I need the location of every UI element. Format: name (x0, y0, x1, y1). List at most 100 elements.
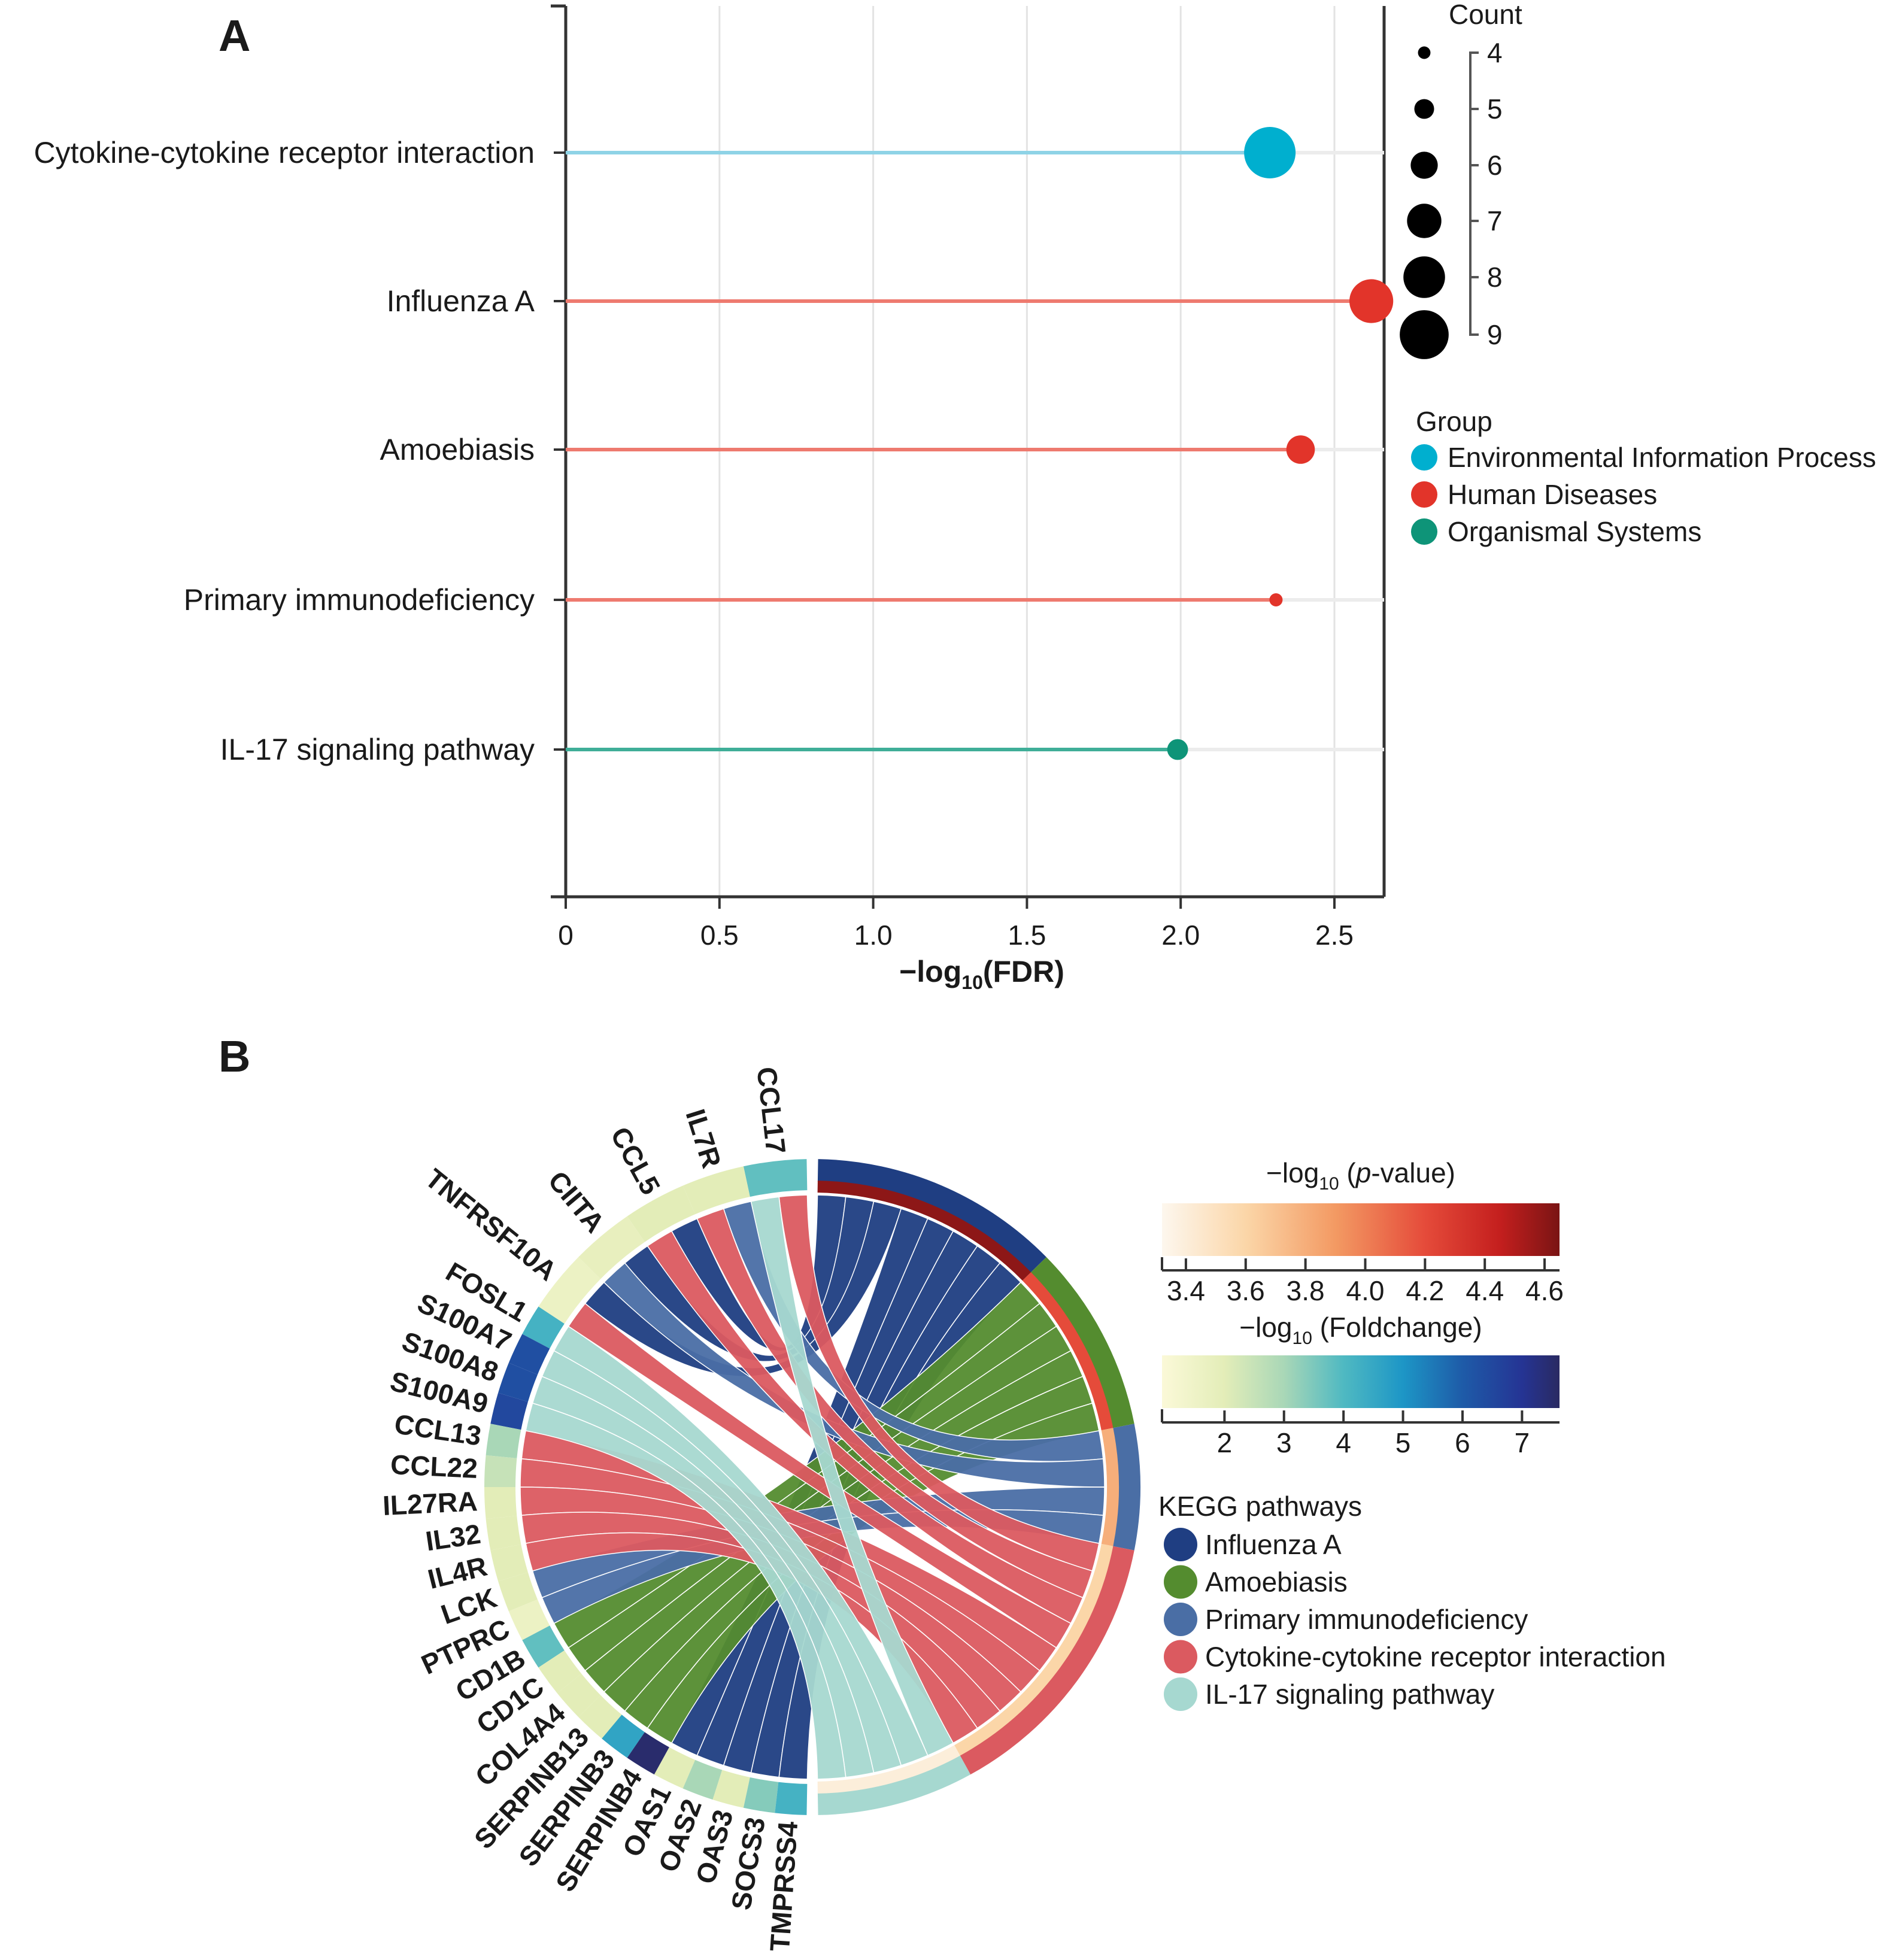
gene-segment (743, 1159, 808, 1197)
x-axis-title: −log10(FDR) (899, 955, 1064, 993)
lollipop-point (1167, 739, 1188, 760)
x-tick-label: 0 (558, 920, 574, 951)
foldchange-colorbar-label: 6 (1455, 1427, 1470, 1458)
x-title-subscript: 10 (961, 972, 983, 993)
kegg-legend-dot (1164, 1528, 1197, 1561)
count-legend-dot (1403, 256, 1445, 298)
chord-legends: 3.4 3.6 3.8 4.0 4.2 4.4 4.6−log10 (p-value)2 3 4… (1158, 1157, 1666, 1711)
count-legend-label: 8 (1487, 262, 1503, 293)
chord-ribbon (778, 1194, 1100, 1572)
gene-segment (508, 1334, 550, 1375)
pathway-segment (1112, 1424, 1140, 1551)
pathway-segment (817, 1754, 971, 1815)
x-tick-label: 1.5 (1008, 920, 1046, 951)
gene-segment (490, 1544, 528, 1582)
y-category-label: Cytokine-cytokine receptor interaction (34, 136, 535, 169)
gene-segment (522, 1306, 565, 1349)
count-legend-label: 7 (1487, 205, 1503, 236)
pvalue-colorbar (1162, 1203, 1560, 1256)
lollipop-chart: 0 0.5 1.0 1.5 2.0 2.5 −log10(FDR) Cytokine-cyto… (34, 0, 1876, 993)
gene-segment (538, 1257, 601, 1324)
gene-label: TNFRSF10A (420, 1163, 563, 1287)
group-legend-label: Environmental Information Process (1448, 442, 1876, 473)
title-part: −log (1239, 1312, 1292, 1343)
gene-label: CCL22 (390, 1449, 478, 1484)
gene-label: IL7R (679, 1105, 727, 1172)
title-part: -value) (1371, 1157, 1455, 1188)
pvalue-colorbar-label: 3.4 (1167, 1275, 1205, 1306)
pvalue-legend-title: −log10 (p-value) (1266, 1157, 1455, 1194)
kegg-legend-label: Primary immunodeficiency (1205, 1604, 1528, 1635)
gene-label: CIITA (542, 1165, 611, 1239)
gene-segment (712, 1770, 750, 1808)
x-tick-label: 2.0 (1161, 920, 1200, 951)
gene-segment (627, 1185, 696, 1242)
pvalue-colorbar-label: 4.6 (1525, 1275, 1564, 1306)
title-part: −log (1266, 1157, 1319, 1188)
title-part: (Foldchange) (1312, 1312, 1482, 1343)
count-legend-label: 5 (1487, 93, 1503, 125)
gene-label: IL32 (424, 1518, 483, 1557)
title-part: ( (1339, 1157, 1357, 1188)
count-legend-label: 9 (1487, 319, 1503, 350)
count-legend-dot (1410, 151, 1438, 179)
x-tick-label: 2.5 (1315, 920, 1354, 951)
y-category-label: Influenza A (387, 284, 535, 318)
panel-label-a: A (219, 11, 250, 60)
foldchange-colorbar-label: 3 (1276, 1427, 1292, 1458)
count-legend-bracket (1469, 51, 1479, 336)
x-tick-label: 0.5 (700, 920, 739, 951)
gene-label: TMPRSS4 (764, 1820, 803, 1952)
gene-label: IL27RA (382, 1485, 478, 1521)
y-category-label: IL-17 signaling pathway (220, 733, 535, 766)
pvalue-colorbar-label: 4.4 (1466, 1275, 1504, 1306)
pathway-segment (959, 1546, 1134, 1775)
count-legend-dot (1400, 310, 1449, 359)
gene-segment (486, 1424, 521, 1458)
pathway-pvalue-track (1101, 1428, 1119, 1546)
pathway-pvalue-track (1022, 1272, 1114, 1431)
kegg-legend-dot (1164, 1640, 1197, 1674)
lollipop-point (1286, 435, 1315, 464)
group-legend-title: Group (1416, 406, 1492, 437)
count-legend-dot (1414, 99, 1434, 119)
kegg-legend-label: Cytokine-cytokine receptor interaction (1205, 1642, 1666, 1673)
foldchange-colorbar-label: 4 (1336, 1427, 1351, 1458)
title-subscript: 10 (1293, 1328, 1312, 1348)
kegg-legend-dot (1164, 1565, 1197, 1599)
gene-segment (486, 1516, 521, 1551)
count-legend-dot (1418, 46, 1431, 59)
gene-segment (498, 1363, 538, 1402)
chord-ribbon (750, 1196, 954, 1756)
y-category-label: Primary immunodeficiency (184, 583, 535, 617)
title-subscript: 10 (1319, 1174, 1339, 1194)
pathway-pvalue-track (817, 1745, 960, 1794)
gene-segment (484, 1455, 517, 1487)
pathway-pvalue-track (954, 1543, 1114, 1756)
gene-segment (682, 1166, 750, 1215)
chord-ribbon (671, 1194, 847, 1352)
kegg-legend-label: Amoebiasis (1205, 1567, 1348, 1598)
kegg-legend-dot (1164, 1603, 1197, 1636)
gene-segment (522, 1625, 565, 1668)
foldchange-colorbar (1162, 1355, 1560, 1408)
title-part: p (1355, 1157, 1372, 1188)
kegg-legend-dot (1164, 1677, 1197, 1711)
kegg-legend-title: KEGG pathways (1158, 1491, 1362, 1522)
group-legend-dot (1411, 481, 1437, 508)
chord-ribbon (525, 1402, 847, 1780)
foldchange-legend-title: −log10 (Foldchange) (1239, 1312, 1482, 1348)
pvalue-colorbar-label: 4.0 (1346, 1275, 1385, 1306)
gene-segment (538, 1650, 582, 1694)
y-category-label: Amoebiasis (380, 433, 535, 466)
foldchange-colorbar-label: 7 (1515, 1427, 1530, 1458)
panel-label-b: B (219, 1031, 250, 1081)
foldchange-colorbar-label: 2 (1217, 1427, 1233, 1458)
chord-ribbon (568, 1303, 1072, 1649)
kegg-legend-label: IL-17 signaling pathway (1205, 1679, 1494, 1710)
gene-segment (490, 1392, 528, 1430)
gene-segment (654, 1747, 696, 1789)
group-legend-label: Organismal Systems (1448, 516, 1701, 547)
gene-segment (578, 1216, 645, 1279)
